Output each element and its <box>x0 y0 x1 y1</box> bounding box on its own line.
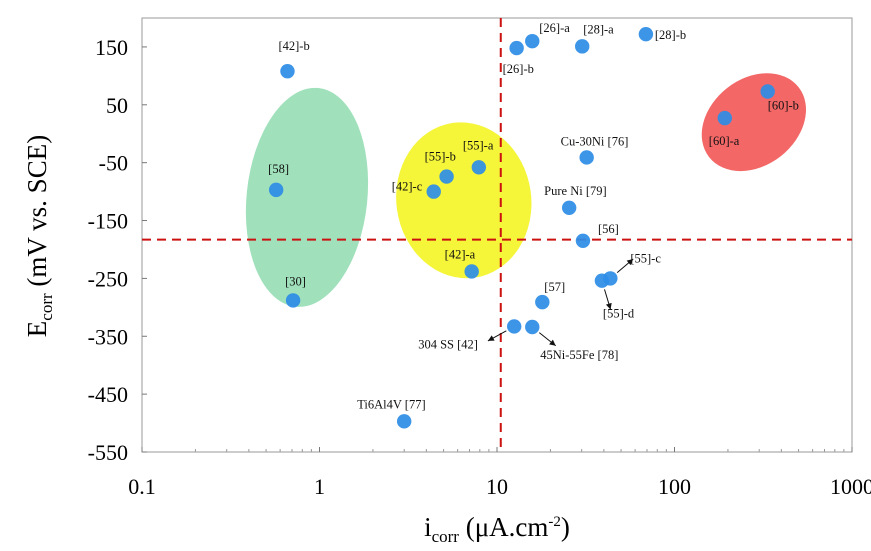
point-label-55-d: [55]-d <box>603 307 635 321</box>
point-label-304-ss-42: 304 SS [42] <box>418 337 478 351</box>
x-tick-label: 1 <box>314 474 325 499</box>
x-tick-label: 100 <box>658 474 691 499</box>
arrow-head <box>605 302 612 310</box>
point-label-28-b: [28]-b <box>655 28 686 42</box>
point-label-42-b: [42]-b <box>278 39 309 53</box>
data-point-60-a <box>717 110 732 126</box>
data-point-30 <box>285 293 301 308</box>
data-point-57 <box>535 294 550 310</box>
point-labels: [42]-b [58] [30] [55]-a [55]-b [42]-c [42]-a [2… <box>268 21 799 411</box>
point-label-45ni-55fe-78: 45Ni-55Fe [78] <box>540 348 618 362</box>
point-label-55-c: [55]-c <box>630 251 661 265</box>
point-label-55-a: [55]-a <box>463 138 494 152</box>
point-label-56: [56] <box>598 222 619 236</box>
point-label-pure-ni-79: Pure Ni [79] <box>544 184 607 198</box>
y-tick-label: -350 <box>88 324 128 349</box>
data-point-cu-30ni-76 <box>579 150 594 165</box>
y-tick-labels: 150 50 -50 -150 -250 -350 -450 -550 <box>88 35 128 465</box>
y-tick-label: -550 <box>88 440 128 465</box>
x-tick-label: 1000 <box>830 474 871 499</box>
red-group-ellipse <box>701 73 806 172</box>
y-tick-label: -250 <box>88 266 128 291</box>
data-point-60-b <box>760 84 775 99</box>
point-label-28-a: [28]-a <box>583 22 614 36</box>
reference-lines <box>142 18 852 452</box>
data-point-58 <box>268 182 284 198</box>
point-label-42-c: [42]-c <box>392 180 423 194</box>
y-tick-label: 150 <box>95 35 128 60</box>
point-label-60-a: [60]-a <box>709 134 740 148</box>
x-tick-label: 0.1 <box>128 474 156 499</box>
data-point-42-b <box>280 64 295 79</box>
point-label-57: [57] <box>544 280 565 294</box>
point-label-58: [58] <box>268 162 289 176</box>
data-point-42-a <box>464 264 479 279</box>
data-point-28-b <box>638 27 654 42</box>
point-label-42-a: [42]-a <box>445 247 476 261</box>
x-axis-title: icorr (μA.cm-2) <box>424 512 570 546</box>
data-point-304-ss-42 <box>507 319 522 334</box>
point-label-60-b: [60]-b <box>768 98 799 112</box>
y-tick-label: 50 <box>106 93 128 118</box>
x-tick-label: 10 <box>486 474 508 499</box>
point-label-30: [30] <box>285 274 306 288</box>
data-point-55-b <box>439 169 454 184</box>
y-tick-label: -450 <box>88 382 128 407</box>
point-label-26-b: [26]-b <box>503 62 534 76</box>
arrow-head <box>626 258 634 266</box>
data-point-45ni-55fe-78 <box>525 319 540 335</box>
point-label-55-b: [55]-b <box>425 150 456 164</box>
data-point-28-a <box>575 39 590 54</box>
data-points <box>268 27 775 429</box>
y-tick-label: -150 <box>88 209 128 234</box>
data-point-26-a <box>525 33 540 49</box>
arrow-head <box>549 339 556 346</box>
data-point-55-d <box>594 273 610 288</box>
annotation-arrows <box>487 258 634 347</box>
data-point-56 <box>575 233 591 248</box>
x-tick-labels: 0.1 1 10 100 1000 <box>128 474 871 499</box>
point-label-26-a: [26]-a <box>539 21 570 35</box>
data-point-42-c <box>426 184 441 199</box>
y-tick-label: -50 <box>99 151 128 176</box>
data-point-ti6al4v-77 <box>396 414 412 429</box>
data-point-26-b <box>509 40 524 56</box>
green-group-ellipse <box>245 87 369 307</box>
data-point-55-a <box>471 160 487 175</box>
point-label-ti6al4v-77: Ti6Al4V [77] <box>357 397 425 411</box>
axis-ticks <box>141 46 853 453</box>
region-ellipses <box>245 73 806 307</box>
point-label-cu-30ni-76: Cu-30Ni [76] <box>561 134 629 148</box>
data-point-pure-ni-79 <box>561 200 577 216</box>
y-axis-title: Ecorr (mV vs. SCE) <box>22 135 56 337</box>
arrow-head <box>487 335 495 341</box>
